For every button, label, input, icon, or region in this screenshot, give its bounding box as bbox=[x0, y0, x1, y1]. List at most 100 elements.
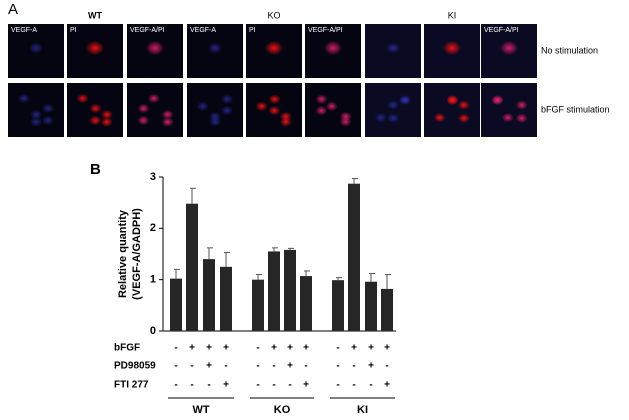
cell-signal bbox=[315, 94, 328, 104]
condition-sign: - bbox=[256, 361, 259, 372]
condition-sign: - bbox=[385, 361, 388, 372]
condition-sign: - bbox=[207, 380, 210, 391]
cell-signal bbox=[398, 95, 411, 106]
condition-sign: - bbox=[174, 343, 177, 354]
condition-sign: - bbox=[224, 361, 227, 372]
condition-sign: - bbox=[336, 361, 339, 372]
cell-signal bbox=[387, 113, 400, 124]
cell-signal bbox=[208, 42, 222, 54]
condition-sign: - bbox=[256, 380, 259, 391]
cell-signal bbox=[515, 113, 528, 124]
channel-label: VEGF-A bbox=[11, 27, 37, 34]
condition-sign: - bbox=[369, 380, 372, 391]
condition-sign: + bbox=[206, 343, 212, 354]
cell-signal bbox=[446, 95, 459, 106]
cell-signal bbox=[515, 100, 528, 110]
micrograph bbox=[365, 83, 421, 137]
condition-sign: - bbox=[272, 361, 275, 372]
condition-sign: - bbox=[190, 361, 193, 372]
cell-signal bbox=[89, 103, 102, 114]
cell-signal bbox=[89, 115, 102, 126]
condition-sign: + bbox=[351, 343, 357, 354]
condition-sign: + bbox=[368, 361, 374, 372]
condition-sign: - bbox=[304, 361, 307, 372]
row-label: bFGF stimulation bbox=[541, 104, 610, 114]
y-tick-label: 3 bbox=[150, 171, 156, 183]
panel-label: A bbox=[8, 1, 18, 18]
condition-sign: + bbox=[271, 343, 277, 354]
cell-signal bbox=[268, 105, 281, 116]
cell-signal bbox=[339, 116, 352, 127]
cell-signal bbox=[30, 117, 42, 127]
cell-signal bbox=[500, 40, 518, 56]
y-axis-label: (VEGF-A/GADPH) bbox=[131, 208, 143, 300]
micrograph bbox=[481, 83, 537, 137]
cell-signal bbox=[491, 95, 504, 106]
condition-sign: + bbox=[384, 343, 390, 354]
condition-sign: + bbox=[223, 343, 229, 354]
cell-signal bbox=[30, 109, 43, 120]
condition-sign: + bbox=[287, 361, 293, 372]
channel-label: VEGF-A/PI bbox=[484, 27, 519, 34]
bar bbox=[300, 276, 312, 331]
cell-signal bbox=[265, 40, 283, 56]
channel-label: VEGF-A/PI bbox=[308, 27, 343, 34]
cell-signal bbox=[161, 117, 174, 127]
cell-signal bbox=[161, 109, 174, 120]
condition-sign: + bbox=[206, 361, 212, 372]
condition-label: FTI 277 bbox=[114, 380, 149, 391]
bar bbox=[186, 203, 198, 331]
cell-signal bbox=[501, 112, 514, 123]
bar bbox=[332, 280, 344, 331]
cell-signal bbox=[100, 109, 113, 120]
condition-sign: - bbox=[336, 343, 339, 354]
micrograph bbox=[424, 83, 480, 137]
y-tick-label: 0 bbox=[150, 325, 156, 337]
group-title: KI bbox=[448, 10, 457, 20]
bar bbox=[348, 183, 360, 331]
cell-signal bbox=[374, 112, 387, 123]
group-title: WT bbox=[88, 10, 102, 20]
channel-label: VEGF-A/PI bbox=[130, 27, 165, 34]
cell-signal bbox=[29, 42, 43, 54]
cell-signal bbox=[268, 94, 281, 104]
channel-label: VEGF-A bbox=[190, 27, 216, 34]
group-label: WT bbox=[192, 404, 209, 416]
group-label: KI bbox=[357, 404, 368, 416]
cell-signal bbox=[315, 105, 328, 116]
condition-sign: + bbox=[384, 380, 390, 391]
cell-signal bbox=[17, 93, 30, 104]
cell-signal bbox=[209, 116, 222, 127]
bar bbox=[268, 251, 280, 331]
bar bbox=[170, 278, 182, 331]
cell-signal bbox=[76, 93, 89, 104]
cell-signal bbox=[137, 103, 150, 114]
condition-sign: - bbox=[256, 343, 259, 354]
bar bbox=[220, 266, 232, 331]
group-title: KO bbox=[267, 10, 280, 20]
bar bbox=[252, 279, 264, 331]
panel-label: B bbox=[90, 161, 101, 178]
condition-sign: + bbox=[303, 380, 309, 391]
condition-label: PD98059 bbox=[114, 361, 156, 372]
condition-sign: - bbox=[336, 380, 339, 391]
cell-signal bbox=[220, 105, 233, 116]
cell-signal bbox=[324, 40, 342, 56]
bar bbox=[365, 281, 377, 331]
cell-signal bbox=[42, 103, 55, 114]
cell-signal bbox=[457, 113, 470, 124]
cell-signal bbox=[221, 94, 234, 104]
cell-signal bbox=[137, 115, 150, 126]
cell-signal bbox=[457, 100, 470, 110]
cell-signal bbox=[100, 117, 113, 127]
cell-signal bbox=[386, 42, 400, 54]
group-label: KO bbox=[274, 404, 291, 416]
condition-sign: + bbox=[189, 343, 195, 354]
y-axis-label: Relative quantity bbox=[117, 209, 129, 298]
condition-sign: + bbox=[368, 343, 374, 354]
row-label: No stimulation bbox=[541, 45, 598, 55]
cell-signal bbox=[146, 40, 164, 56]
condition-sign: - bbox=[174, 380, 177, 391]
channel-label: PI bbox=[70, 27, 77, 34]
y-tick-label: 1 bbox=[150, 274, 156, 286]
